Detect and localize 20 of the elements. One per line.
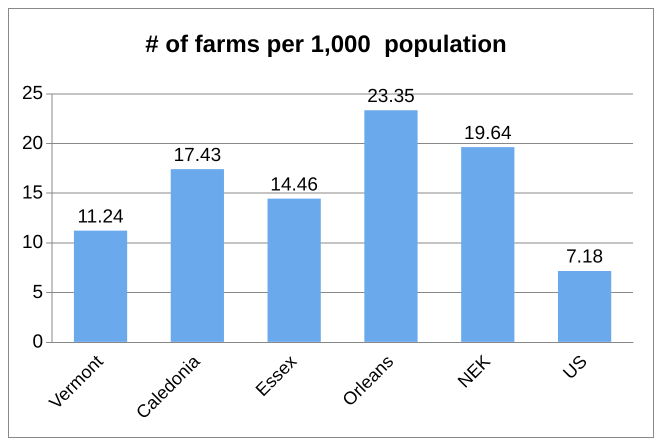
y-tick-label: 15 bbox=[22, 182, 44, 204]
y-tick-label: 10 bbox=[22, 232, 44, 254]
bar bbox=[461, 147, 514, 342]
y-tick-label: 5 bbox=[32, 282, 44, 303]
chart-title: # of farms per 1,000 population bbox=[145, 31, 507, 58]
data-label: 11.24 bbox=[77, 206, 124, 228]
x-tick-label: US bbox=[559, 351, 591, 384]
data-label: 19.64 bbox=[464, 122, 512, 144]
y-tick-label: 25 bbox=[22, 83, 44, 104]
y-tick-label: 0 bbox=[32, 332, 44, 353]
data-label: 14.46 bbox=[270, 174, 318, 196]
bar bbox=[558, 271, 612, 342]
bar bbox=[74, 230, 128, 342]
bar bbox=[364, 110, 418, 342]
data-label: 7.18 bbox=[566, 246, 604, 268]
bar bbox=[170, 169, 224, 342]
y-tick-label: 20 bbox=[22, 132, 44, 154]
bar bbox=[268, 198, 321, 342]
data-label: 23.35 bbox=[367, 86, 415, 107]
data-label: 17.43 bbox=[174, 144, 222, 166]
